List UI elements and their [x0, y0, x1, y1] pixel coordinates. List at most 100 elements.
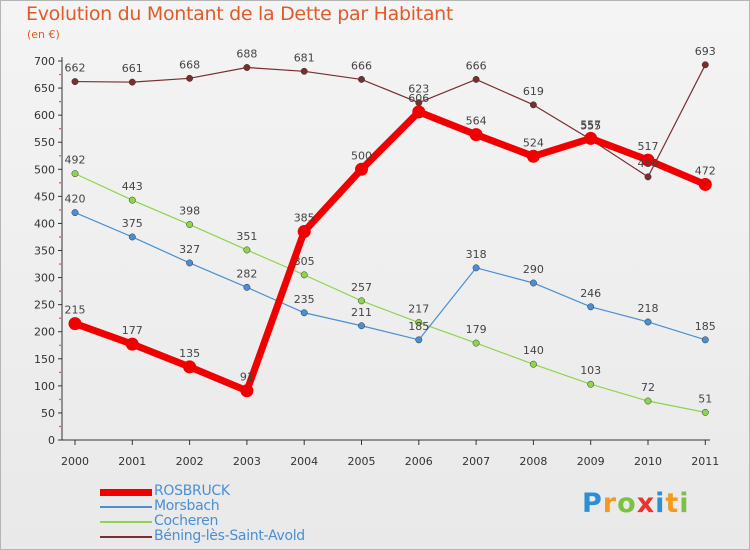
data-point: [355, 162, 368, 176]
data-point: [300, 67, 308, 75]
data-point: [701, 336, 709, 344]
data-label: 524: [523, 136, 544, 149]
data-label: 257: [351, 281, 372, 294]
data-point: [243, 64, 251, 71]
data-point: [472, 264, 480, 272]
data-label: 420: [65, 193, 86, 206]
legend-label: Morsbach: [154, 498, 220, 514]
x-tick-label: 2004: [290, 455, 318, 468]
data-point: [186, 259, 194, 267]
y-tick-label: 350: [34, 245, 55, 258]
data-label: 177: [122, 324, 143, 337]
data-label: 666: [466, 59, 487, 72]
data-point: [300, 271, 308, 279]
data-point: [412, 105, 426, 119]
data-point: [243, 246, 251, 254]
data-point: [68, 317, 82, 331]
y-minor-tick: [59, 371, 61, 374]
data-label: 217: [408, 303, 429, 316]
logo-letter: P: [582, 488, 603, 519]
data-point: [529, 279, 537, 287]
logo-letter: i: [679, 488, 690, 519]
data-label: 385: [294, 212, 315, 225]
data-label: 668: [179, 58, 200, 71]
data-point: [358, 297, 365, 305]
data-point: [186, 74, 194, 82]
data-point: [641, 153, 655, 167]
series-line-morsbach: [74, 212, 706, 341]
data-point: [469, 128, 483, 142]
data-label: 91: [240, 371, 254, 384]
data-point: [644, 173, 652, 181]
y-minor-tick: [59, 425, 61, 428]
y-minor-tick: [59, 100, 61, 103]
data-label: 140: [523, 344, 544, 357]
data-label: 327: [179, 243, 200, 256]
data-point: [701, 61, 709, 69]
x-tick-label: 2003: [233, 455, 261, 468]
data-label: 517: [638, 140, 659, 153]
data-point: [128, 233, 136, 241]
series-line-rosbruck: [71, 108, 709, 395]
data-point: [125, 337, 139, 351]
data-label: 472: [695, 164, 716, 177]
data-point: [415, 319, 423, 326]
data-label: 398: [179, 205, 200, 218]
y-tick-label: 700: [34, 55, 55, 68]
data-label: 351: [236, 230, 257, 243]
data-label: 662: [65, 62, 86, 75]
chart-title: Evolution du Montant de la Dette par Hab…: [26, 3, 454, 25]
data-label: 661: [122, 62, 143, 75]
y-minor-tick: [59, 236, 61, 238]
legend-label: ROSBRUCK: [154, 483, 230, 499]
y-tick-label: 150: [34, 353, 55, 366]
legend-swatch: [100, 521, 152, 523]
x-tick-label: 2002: [176, 455, 204, 468]
logo-letter: o: [617, 488, 637, 519]
data-label: 606: [408, 92, 429, 105]
data-point: [526, 149, 540, 163]
y-minor-tick: [59, 317, 61, 319]
data-point: [71, 78, 79, 86]
data-label: 619: [523, 85, 544, 98]
data-point: [128, 196, 136, 204]
x-tick-label: 2001: [118, 455, 146, 468]
data-point: [584, 131, 598, 145]
data-label: 555: [580, 120, 601, 133]
y-minor-tick: [59, 127, 61, 130]
x-tick-label: 2005: [348, 455, 376, 468]
x-tick-label: 2006: [405, 455, 433, 468]
proxiti-logo: Proxiti: [582, 488, 690, 519]
y-tick-label: 300: [34, 272, 55, 285]
legend-swatch: [100, 506, 152, 508]
data-label: 666: [351, 59, 372, 72]
y-tick-label: 650: [34, 82, 55, 95]
data-label: 211: [351, 306, 372, 319]
data-point: [358, 75, 365, 83]
data-label: 557: [580, 118, 601, 131]
logo-letter: t: [665, 488, 680, 519]
logo-letter: r: [602, 488, 618, 519]
data-point: [644, 397, 652, 405]
y-minor-tick: [59, 290, 61, 292]
x-tick-label: 2010: [634, 455, 662, 468]
x-tick-label: 2009: [577, 455, 605, 468]
logo-letter: i: [655, 488, 666, 519]
y-minor-tick: [59, 263, 61, 265]
data-point: [701, 408, 709, 416]
data-label: 185: [695, 320, 716, 333]
data-label: 135: [179, 347, 200, 360]
y-tick-label: 200: [34, 326, 55, 339]
data-label: 681: [294, 51, 315, 64]
data-label: 51: [698, 392, 712, 405]
data-label: 564: [466, 115, 487, 128]
y-minor-tick: [59, 209, 61, 211]
legend-label: Béning-lès-Saint-Avold: [154, 528, 305, 544]
y-tick-label: 550: [34, 136, 55, 149]
x-tick-label: 2011: [691, 455, 719, 468]
data-label: 235: [294, 293, 315, 306]
data-point: [644, 318, 652, 326]
y-tick-label: 450: [34, 190, 55, 203]
data-label: 500: [351, 149, 372, 162]
data-point: [300, 309, 308, 317]
